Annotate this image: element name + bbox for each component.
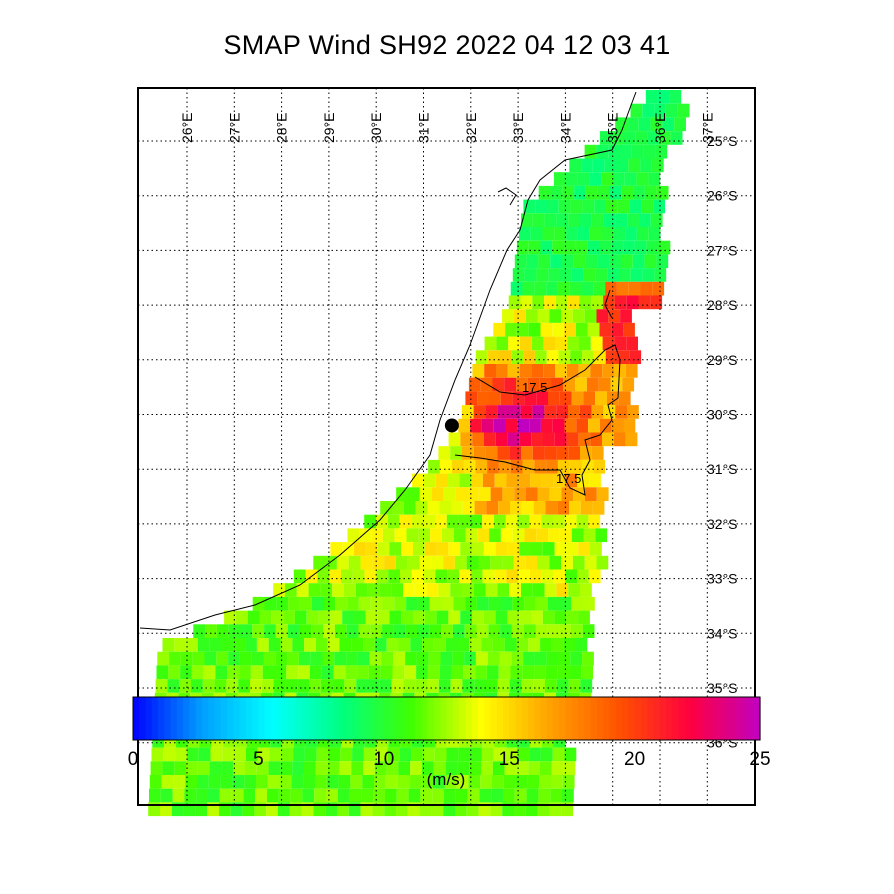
longitude-label: 36°E: [652, 112, 668, 143]
latitude-label: 28°S: [707, 297, 738, 313]
latitude-label: 33°S: [707, 571, 738, 587]
wind-contours: 17.5 17.5: [454, 289, 621, 496]
latitude-label: 30°S: [707, 407, 738, 423]
longitude-label: 32°E: [463, 112, 479, 143]
colorbar-tick: 15: [499, 749, 520, 770]
colorbar-unit: (m/s): [427, 770, 466, 789]
latitude-label: 31°S: [707, 461, 738, 477]
map-frame: [137, 87, 756, 806]
longitude-label: 35°E: [605, 112, 621, 143]
longitude-label: 29°E: [321, 112, 337, 143]
latitude-label: 27°S: [707, 242, 738, 258]
longitude-label: 34°E: [557, 112, 573, 143]
colorbar-tick: 0: [128, 749, 139, 770]
longitude-labels: 26°E 27°E 28°E 29°E 30°E 31°E 32°E 33°E 34°E 35°E…: [179, 112, 715, 143]
map-title: SMAP Wind SH92 2022 04 12 03 41: [223, 30, 671, 60]
latitude-labels: 25°S 26°S 27°S 28°S 29°S 30°S 31°S 32°S 33°S 34°S…: [707, 133, 738, 751]
latitude-label: 29°S: [707, 352, 738, 368]
longitude-label: 30°E: [368, 112, 384, 143]
latitude-label: 25°S: [707, 133, 738, 149]
latitude-label: 26°S: [707, 188, 738, 204]
grid-lines: [138, 88, 755, 805]
latitude-label: 35°S: [707, 680, 738, 696]
longitude-label: 26°E: [179, 112, 195, 143]
longitude-label: 33°E: [510, 112, 526, 143]
longitude-label: 37°E: [699, 112, 715, 143]
colorbar-tick: 25: [749, 749, 770, 770]
contour-label: 17.5: [522, 380, 547, 395]
coastline: [139, 91, 637, 631]
latitude-label: 34°S: [707, 625, 738, 641]
colorbar-tick: 10: [373, 749, 394, 770]
colorbar: 0 5 10 15 20 25 (m/s): [128, 696, 771, 789]
longitude-label: 28°E: [274, 112, 290, 143]
longitude-label: 31°E: [416, 112, 432, 143]
colorbar-tick: 5: [253, 749, 264, 770]
latitude-label: 32°S: [707, 516, 738, 532]
colorbar-tick: 20: [624, 749, 645, 770]
contour-label: 17.5: [556, 471, 581, 486]
longitude-label: 27°E: [226, 112, 242, 143]
storm-center-marker: [444, 418, 459, 433]
